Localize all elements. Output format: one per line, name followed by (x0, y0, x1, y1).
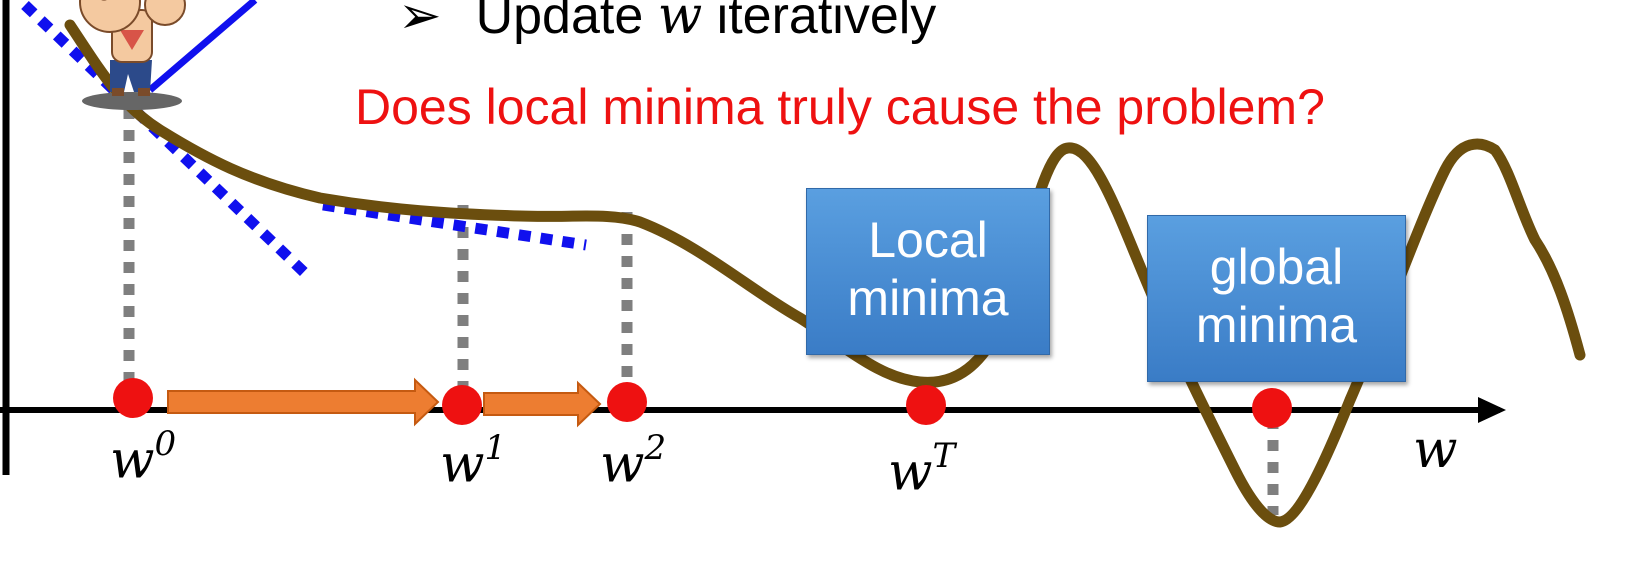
label-w0-sup: 0 (154, 424, 177, 464)
tangent-dotted-line-w0 (21, 1, 312, 280)
global-minima-callout: global minima (1147, 215, 1406, 382)
label-w-axis: w (1413, 420, 1458, 480)
point-w0 (113, 378, 153, 418)
tangent-dotted-line-w1 (322, 199, 587, 251)
point-w1 (442, 385, 482, 425)
label-w0-base: w (110, 430, 155, 491)
label-wT: wT (888, 436, 955, 503)
label-w1-base: w (440, 434, 485, 495)
label-w1: w1 (440, 428, 506, 495)
cartoon-character (79, 0, 186, 110)
bullet-prefix: Update (475, 0, 658, 45)
label-w2: w2 (600, 428, 666, 495)
bullet-update-w: ➢ Update w iteratively (398, 0, 936, 56)
label-wT-base: w (888, 442, 933, 503)
point-w2 (607, 382, 647, 422)
label-w0: w0 (110, 424, 176, 491)
step-arrow-w0-to-w1 (167, 377, 440, 427)
local-minima-line1: Local (868, 212, 988, 268)
bullet-suffix: iteratively (702, 0, 937, 45)
point-wT (906, 385, 946, 425)
tangent-solid-line (147, 0, 258, 93)
local-minima-line2: minima (847, 270, 1009, 326)
loss-curve (64, 19, 1586, 528)
local-minima-callout: Local minima (806, 188, 1050, 355)
label-w1-sup: 1 (484, 428, 507, 468)
step-arrow-w1-to-w2 (483, 380, 602, 428)
label-w2-base: w (600, 434, 645, 495)
label-wT-sup: T (932, 436, 956, 476)
question-text: Does local minima truly cause the proble… (355, 79, 1325, 135)
point-global (1252, 388, 1292, 428)
label-w2-sup: 2 (644, 428, 667, 468)
global-minima-line2: minima (1195, 297, 1358, 353)
global-minima-line1: global (1209, 239, 1344, 295)
label-w-axis-base: w (1413, 420, 1458, 480)
bullet-arrow-icon: ➢ (398, 0, 442, 45)
bullet-variable: w (657, 0, 703, 46)
horizontal-axis-arrowhead (1478, 397, 1506, 423)
